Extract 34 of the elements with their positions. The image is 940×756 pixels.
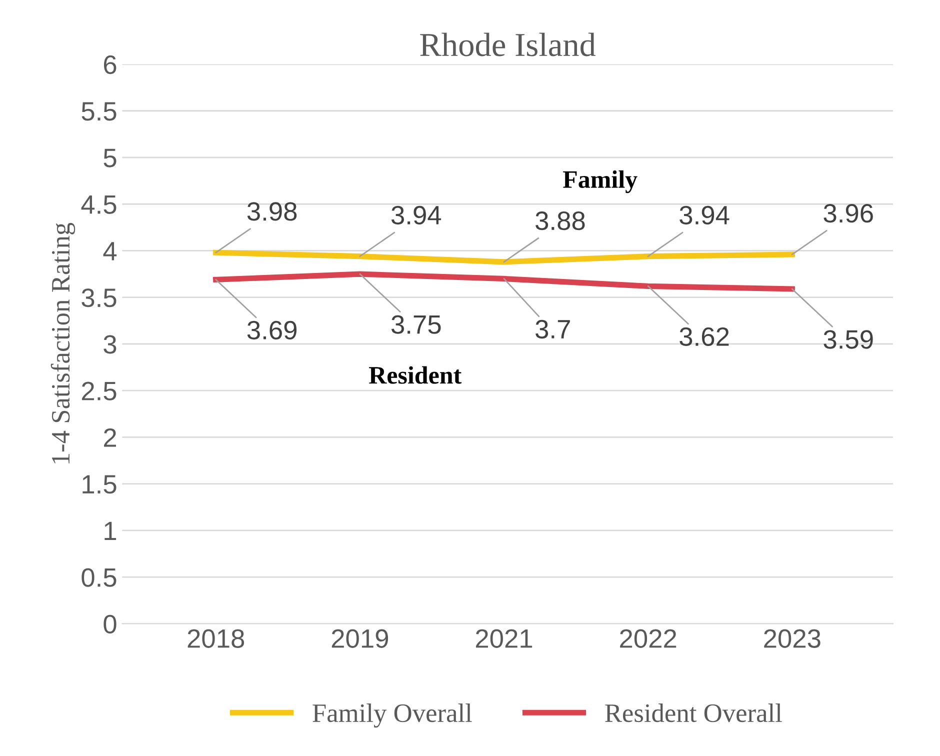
data-label: 3.69 — [247, 320, 297, 340]
y-tick-label: 4.5 — [81, 196, 116, 214]
x-tick-label: 2022 — [620, 629, 676, 648]
y-tick-label: 1.5 — [82, 475, 116, 494]
data-label: 3.94 — [391, 206, 442, 225]
y-axis-title: 1-4 Satisfaction Rating — [50, 222, 76, 464]
y-tick-label: 3 — [104, 335, 116, 354]
y-tick-label: 2.5 — [82, 382, 116, 400]
data-label: 3.94 — [680, 206, 730, 225]
data-label: 3.88 — [536, 211, 585, 230]
y-tick-label: 3.5 — [82, 288, 116, 308]
x-tick-label: 2021 — [476, 629, 532, 648]
y-tick-label: 2 — [104, 428, 116, 447]
annotation: Family — [563, 170, 638, 194]
data-label: 3.98 — [247, 202, 297, 221]
y-tick-label: 4 — [103, 242, 117, 260]
legend-label: Family Overall — [312, 704, 472, 728]
data-label: 3.96 — [824, 204, 873, 223]
x-tick-label: 2019 — [332, 629, 388, 648]
y-tick-label: 0.5 — [82, 568, 116, 587]
data-label: 3.7 — [536, 320, 570, 339]
y-tick-label: 0 — [104, 614, 116, 634]
y-tick-label: 5.5 — [82, 102, 116, 121]
y-tick-label: 1 — [104, 522, 116, 540]
x-tick-label: 2018 — [188, 629, 244, 648]
annotation: Resident — [369, 366, 462, 384]
data-label: 3.59 — [824, 330, 873, 349]
y-tick-label: 6 — [104, 55, 116, 74]
y-tick-label: 5 — [104, 148, 116, 168]
data-label: 3.62 — [680, 327, 729, 346]
x-tick-label: 2023 — [764, 629, 820, 648]
data-label: 3.75 — [391, 315, 441, 334]
legend-label: Resident Overall — [605, 704, 782, 722]
chart-title: Rhode Island — [420, 32, 596, 56]
